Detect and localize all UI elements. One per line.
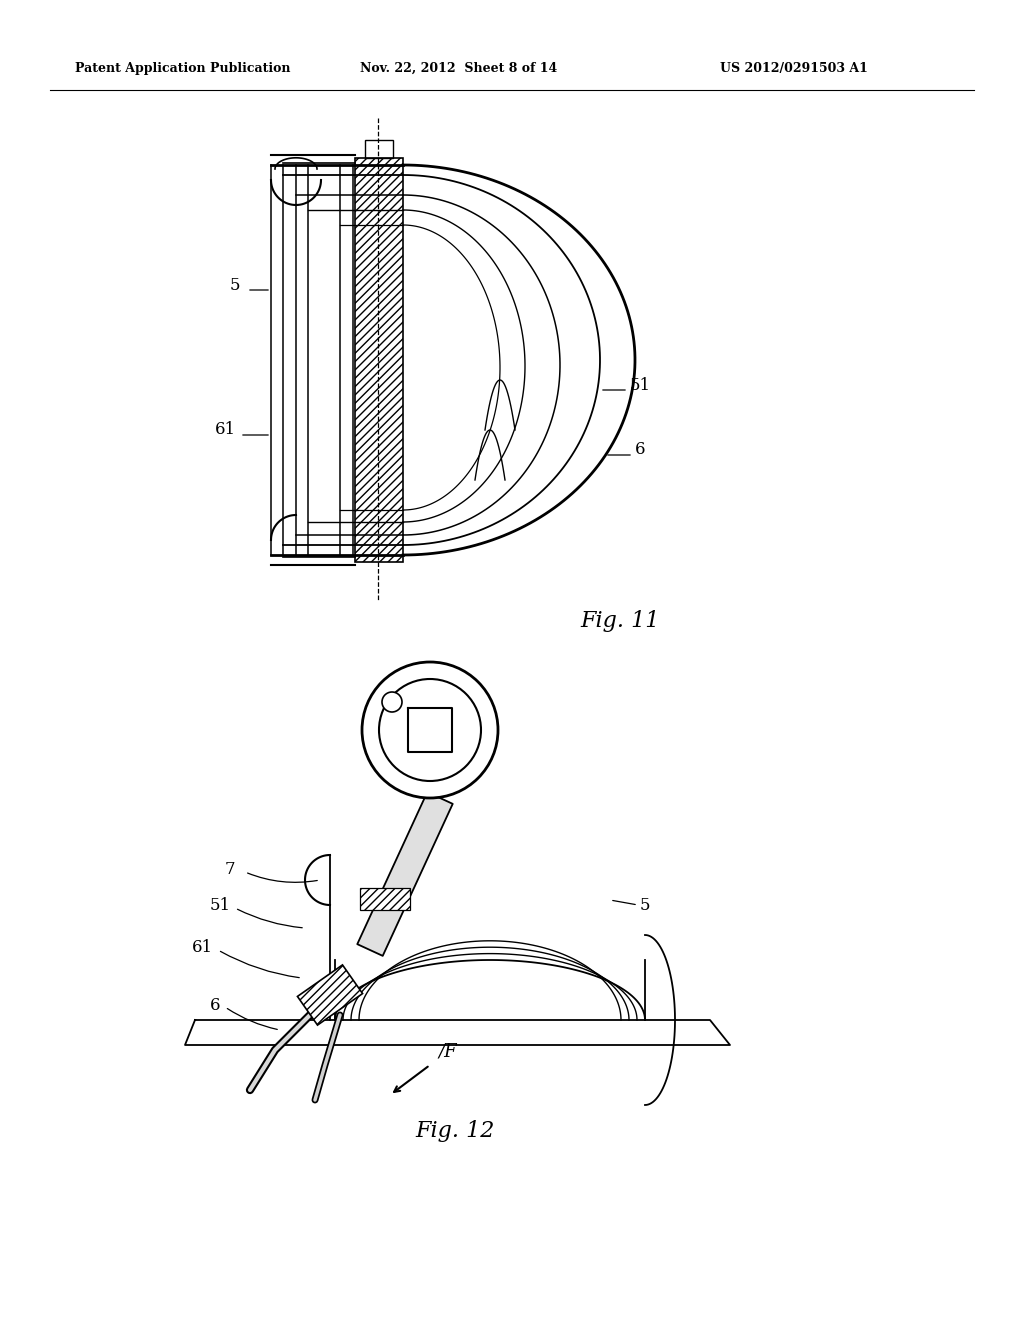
Bar [355, 158, 403, 562]
Text: 61: 61 [215, 421, 237, 438]
Polygon shape [357, 792, 453, 956]
Text: 51: 51 [210, 896, 231, 913]
Circle shape [379, 678, 481, 781]
Text: 61: 61 [193, 940, 213, 957]
Polygon shape [297, 965, 362, 1026]
Text: /F: /F [438, 1041, 457, 1060]
Text: US 2012/0291503 A1: US 2012/0291503 A1 [720, 62, 868, 75]
Bar [360, 888, 410, 909]
Text: 6: 6 [210, 997, 220, 1014]
Text: Nov. 22, 2012  Sheet 8 of 14: Nov. 22, 2012 Sheet 8 of 14 [360, 62, 557, 75]
Text: Fig. 12: Fig. 12 [415, 1119, 495, 1142]
Text: Fig. 11: Fig. 11 [580, 610, 659, 632]
Text: 5: 5 [230, 276, 241, 293]
Circle shape [362, 663, 498, 799]
Circle shape [382, 692, 402, 711]
Text: 51: 51 [630, 376, 651, 393]
Text: 6: 6 [635, 441, 645, 458]
Text: 7: 7 [225, 862, 236, 879]
Text: Patent Application Publication: Patent Application Publication [75, 62, 291, 75]
Text: 5: 5 [640, 896, 650, 913]
Polygon shape [185, 1020, 730, 1045]
Polygon shape [408, 708, 452, 752]
Bar [365, 140, 393, 158]
